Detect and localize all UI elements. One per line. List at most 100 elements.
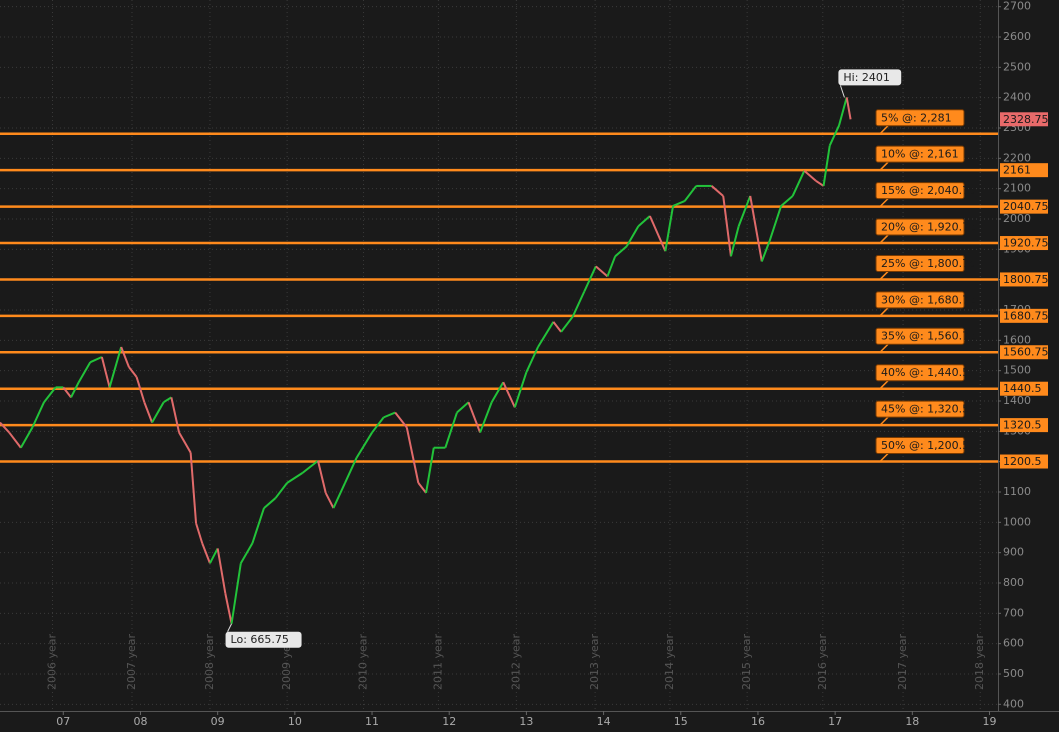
price-segment bbox=[583, 265, 597, 292]
price-segment bbox=[201, 542, 211, 564]
price-segment bbox=[19, 426, 34, 449]
price-segment bbox=[286, 472, 304, 484]
price-segment bbox=[768, 205, 783, 242]
price-segment bbox=[502, 381, 516, 408]
year-marker-label: 2015 year bbox=[740, 633, 753, 690]
axis-badge bbox=[1000, 236, 1048, 251]
axis-badge-label: 1560.75 bbox=[1003, 346, 1049, 359]
price-segment bbox=[828, 125, 840, 147]
x-tick-label: 17 bbox=[828, 715, 842, 728]
price-segment bbox=[845, 97, 852, 120]
price-segment bbox=[791, 170, 806, 197]
level-label: 20% @: 1,920.75 bbox=[881, 221, 976, 234]
x-tick-label: 15 bbox=[674, 715, 688, 728]
level-badge bbox=[875, 218, 965, 236]
axis-badge-label: 2161 bbox=[1003, 164, 1031, 177]
price-segment bbox=[444, 412, 458, 449]
price-segment bbox=[332, 482, 346, 509]
axis-badge-label: 1200.5 bbox=[1003, 455, 1042, 468]
x-tick-label: 16 bbox=[751, 715, 765, 728]
price-segment bbox=[780, 195, 794, 207]
level-label: 45% @: 1,320.5 bbox=[881, 403, 969, 416]
x-tick-label: 18 bbox=[905, 715, 919, 728]
annotation-label: Hi: 2401 bbox=[843, 71, 890, 84]
level-badge bbox=[875, 291, 965, 309]
price-segment bbox=[383, 411, 396, 419]
x-tick-label: 19 bbox=[983, 715, 997, 728]
level-pointer bbox=[879, 380, 889, 390]
level-pointer bbox=[879, 307, 889, 317]
price-segment bbox=[239, 542, 254, 564]
price-segment bbox=[737, 195, 752, 227]
price-segment bbox=[405, 427, 420, 484]
x-tick-label: 14 bbox=[597, 715, 611, 728]
level-pointer bbox=[879, 234, 889, 244]
level-badge bbox=[875, 145, 965, 163]
y-tick-label: 1500 bbox=[1003, 364, 1031, 377]
price-segment bbox=[490, 381, 505, 403]
y-tick-label: 2100 bbox=[1003, 182, 1031, 195]
price-segment bbox=[513, 371, 528, 408]
year-marker-label: 2012 year bbox=[509, 633, 522, 690]
price-segment bbox=[62, 386, 72, 398]
price-segment bbox=[224, 593, 233, 624]
price-segment bbox=[195, 522, 204, 544]
year-marker-label: 2018 year bbox=[973, 633, 986, 690]
price-segment bbox=[614, 245, 628, 258]
annotation-box bbox=[225, 631, 302, 648]
axis-badge bbox=[1000, 454, 1048, 469]
axis-badge-label: 1800.75 bbox=[1003, 273, 1049, 286]
level-label: 40% @: 1,440.5 bbox=[881, 366, 969, 379]
level-label: 15% @: 2,040.75 bbox=[881, 184, 976, 197]
y-tick-label: 500 bbox=[1003, 667, 1024, 680]
price-segment bbox=[120, 346, 130, 368]
price-segment bbox=[301, 459, 319, 474]
price-segment bbox=[324, 492, 335, 509]
level-label: 10% @: 2,161 bbox=[881, 148, 959, 161]
price-segment bbox=[815, 179, 825, 187]
level-label: 35% @: 1,560.75 bbox=[881, 330, 976, 343]
price-segment bbox=[100, 356, 111, 388]
price-segment bbox=[479, 401, 493, 433]
y-tick-label: 2000 bbox=[1003, 212, 1031, 225]
annotation-box bbox=[838, 69, 902, 86]
price-segment bbox=[163, 396, 172, 404]
level-pointer bbox=[879, 198, 889, 208]
price-segment bbox=[729, 226, 740, 257]
price-segment bbox=[143, 401, 153, 423]
year-marker-label: 2008 year bbox=[203, 633, 216, 690]
level-badge bbox=[875, 437, 965, 455]
price-segment bbox=[178, 432, 192, 454]
price-segment bbox=[803, 170, 817, 182]
level-badge bbox=[875, 327, 965, 345]
price-segment bbox=[0, 421, 10, 434]
level-pointer bbox=[879, 125, 889, 135]
y-tick-label: 1600 bbox=[1003, 333, 1031, 346]
price-segment bbox=[394, 411, 408, 429]
level-label: 50% @: 1,200.5 bbox=[881, 439, 969, 452]
price-segment bbox=[648, 215, 667, 252]
price-segment bbox=[189, 452, 198, 524]
price-segment bbox=[317, 460, 327, 494]
y-tick-label: 1400 bbox=[1003, 394, 1031, 407]
price-segment bbox=[710, 185, 724, 197]
axis-badge bbox=[1000, 308, 1048, 323]
level-pointer bbox=[879, 343, 889, 353]
price-segment bbox=[344, 457, 358, 484]
price-segment bbox=[425, 447, 435, 494]
price-segment bbox=[135, 376, 146, 403]
y-tick-label: 1100 bbox=[1003, 485, 1031, 498]
level-label: 25% @: 1,800.75 bbox=[881, 257, 976, 270]
year-marker-label: 2006 year bbox=[45, 633, 58, 690]
price-segment bbox=[456, 401, 470, 414]
price-segment bbox=[672, 200, 686, 207]
price-segment bbox=[537, 321, 555, 348]
x-tick-label: 12 bbox=[442, 715, 456, 728]
price-segment bbox=[209, 547, 219, 564]
x-tick-label: 10 bbox=[288, 715, 302, 728]
price-segment bbox=[683, 185, 698, 202]
y-tick-label: 2700 bbox=[1003, 0, 1031, 13]
level-pointer bbox=[879, 161, 889, 171]
price-segment bbox=[664, 205, 675, 252]
